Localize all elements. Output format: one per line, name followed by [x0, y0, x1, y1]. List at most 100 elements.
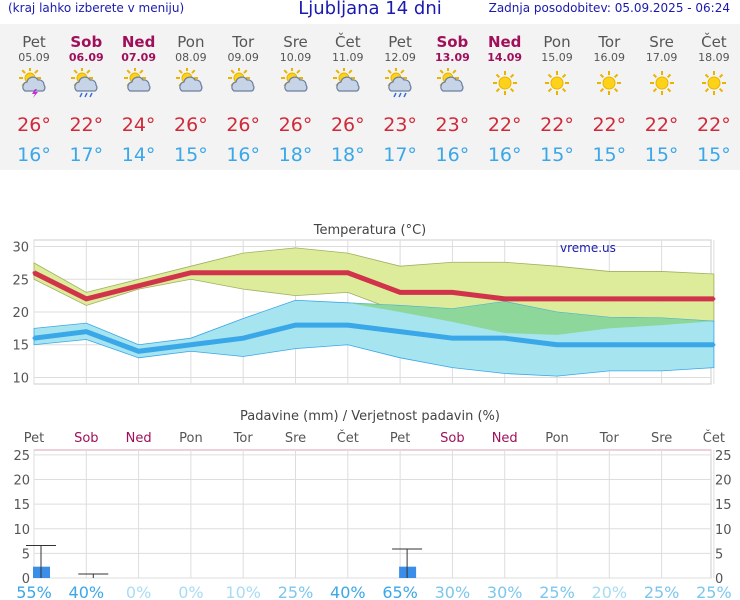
- max-temperature-point: [241, 271, 245, 275]
- x-category-label: Sre: [651, 431, 672, 446]
- day-name: Pet: [388, 33, 412, 51]
- day-date: 06.09: [68, 51, 104, 64]
- x-category-label: Pon: [179, 431, 203, 446]
- max-temperature: 22°: [540, 114, 574, 136]
- min-temperature-point: [712, 343, 716, 347]
- sun-cloud-icon: [123, 67, 154, 98]
- y-tick-label-right: 5: [715, 547, 723, 562]
- max-temperature: 24°: [121, 114, 156, 136]
- min-temperature-point: [189, 343, 193, 347]
- max-temperature-point: [503, 297, 507, 301]
- y-tick-label: 15: [12, 339, 29, 354]
- max-temperature: 26°: [17, 114, 51, 136]
- precipitation-probability: 55%: [16, 583, 52, 600]
- min-temperature: 15°: [697, 144, 731, 166]
- min-temperature: 16°: [487, 144, 522, 166]
- day-name: Sre: [283, 33, 308, 51]
- max-temperature: 26°: [174, 114, 208, 136]
- day-name: Čet: [335, 33, 361, 51]
- max-temperature: 26°: [226, 114, 261, 136]
- max-temperature-point: [189, 271, 193, 275]
- precipitation-probability: 25%: [644, 583, 680, 600]
- max-temperature-point: [398, 290, 402, 294]
- max-temperature: 23°: [435, 114, 470, 136]
- day-column: Pon 08.09 26° 15°: [164, 24, 218, 167]
- min-temperature: 14°: [121, 144, 156, 166]
- x-category-label: Čet: [703, 430, 725, 446]
- x-category-label: Tor: [233, 431, 254, 446]
- x-category-label: Sob: [440, 431, 464, 446]
- precipitation-chart-title: Padavine (mm) / Verjetnost padavin (%): [240, 409, 500, 424]
- day-name: Tor: [232, 33, 255, 51]
- day-date: 10.09: [279, 51, 312, 64]
- day-column: Tor 16.09 22° 15°: [582, 24, 636, 167]
- y-tick-label: 20: [12, 306, 29, 321]
- y-tick-label: 30: [12, 241, 29, 256]
- max-temperature-point: [607, 297, 611, 301]
- min-temperature: 15°: [644, 144, 679, 166]
- y-tick-label-right: 0: [715, 572, 723, 587]
- sun-cloud-icon: [175, 67, 206, 98]
- min-temperature: 17°: [383, 144, 417, 166]
- max-temperature: 23°: [383, 114, 417, 136]
- precipitation-probability: 10%: [225, 583, 261, 600]
- day-name: Pet: [22, 33, 46, 51]
- day-date: 13.09: [434, 51, 470, 64]
- day-date: 11.09: [332, 51, 364, 64]
- sun-cloud-thunder-icon: [19, 67, 49, 98]
- watermark: vreme.us: [560, 241, 616, 255]
- y-tick-label-left: 20: [13, 474, 30, 489]
- min-temperature-point: [32, 336, 36, 340]
- x-category-label: Pon: [545, 431, 569, 446]
- day-column: Sob 06.09 22° 17°: [59, 24, 113, 167]
- min-temperature-point: [607, 343, 611, 347]
- last-updated: Zadnja posodobitev: 05.09.2025 - 06:24: [488, 1, 730, 15]
- max-temperature-point: [450, 290, 454, 294]
- day-name: Ned: [487, 33, 522, 51]
- min-temperature-point: [660, 343, 664, 347]
- min-temperature: 17°: [69, 144, 104, 166]
- sun-cloud-icon: [228, 67, 258, 98]
- day-column: Sre 17.09 22° 15°: [635, 24, 689, 167]
- precipitation-probability: 30%: [435, 583, 471, 600]
- max-temperature: 26°: [330, 114, 365, 136]
- max-temperature-point: [555, 297, 559, 301]
- sun-icon: [699, 68, 729, 98]
- y-tick-label-left: 5: [22, 547, 30, 562]
- max-temperature-point: [712, 297, 716, 301]
- max-temperature-point: [294, 271, 297, 275]
- day-column: Ned 07.09 24° 14°: [112, 24, 166, 167]
- temperature-chart: Temperatura (°C) 10 15 20 25 30 vreme.us: [12, 223, 716, 386]
- precipitation-chart: Padavine (mm) / Verjetnost padavin (%) Pe…: [13, 409, 731, 600]
- max-temperature: 22°: [644, 114, 679, 136]
- day-date: 09.09: [227, 51, 259, 64]
- sun-cloud-icon: [437, 67, 467, 98]
- day-name: Sre: [649, 33, 674, 51]
- min-temperature: 18°: [330, 144, 365, 166]
- day-column: Sre 10.09 26° 18°: [269, 24, 323, 167]
- day-date: 14.09: [487, 51, 523, 64]
- min-temperature: 18°: [278, 144, 313, 166]
- day-date: 12.09: [384, 51, 416, 64]
- temperature-chart-title: Temperatura (°C): [313, 223, 426, 238]
- location-menu-note[interactable]: (kraj lahko izberete v meniju): [8, 1, 185, 15]
- min-temperature-point: [346, 323, 350, 327]
- day-column: Čet 11.09 26° 18°: [321, 24, 375, 167]
- y-tick-label: 10: [12, 371, 29, 386]
- day-name: Pon: [177, 33, 205, 51]
- day-date: 15.09: [541, 51, 573, 64]
- max-temperature: 26°: [278, 114, 313, 136]
- precipitation-probability: 65%: [382, 583, 418, 600]
- min-temperature: 15°: [174, 144, 208, 166]
- day-column: Ned 14.09 22° 16°: [478, 24, 532, 167]
- range-overlap: [34, 300, 714, 345]
- day-name: Tor: [598, 33, 621, 51]
- x-category-label: Ned: [492, 431, 518, 446]
- y-tick-label: 25: [12, 273, 29, 288]
- y-tick-label-left: 10: [13, 523, 30, 538]
- sun-icon: [647, 68, 677, 98]
- sun-icon: [542, 68, 572, 98]
- x-category-label: Ned: [126, 431, 152, 446]
- day-name: Čet: [701, 33, 727, 51]
- max-temperature-point: [660, 297, 664, 301]
